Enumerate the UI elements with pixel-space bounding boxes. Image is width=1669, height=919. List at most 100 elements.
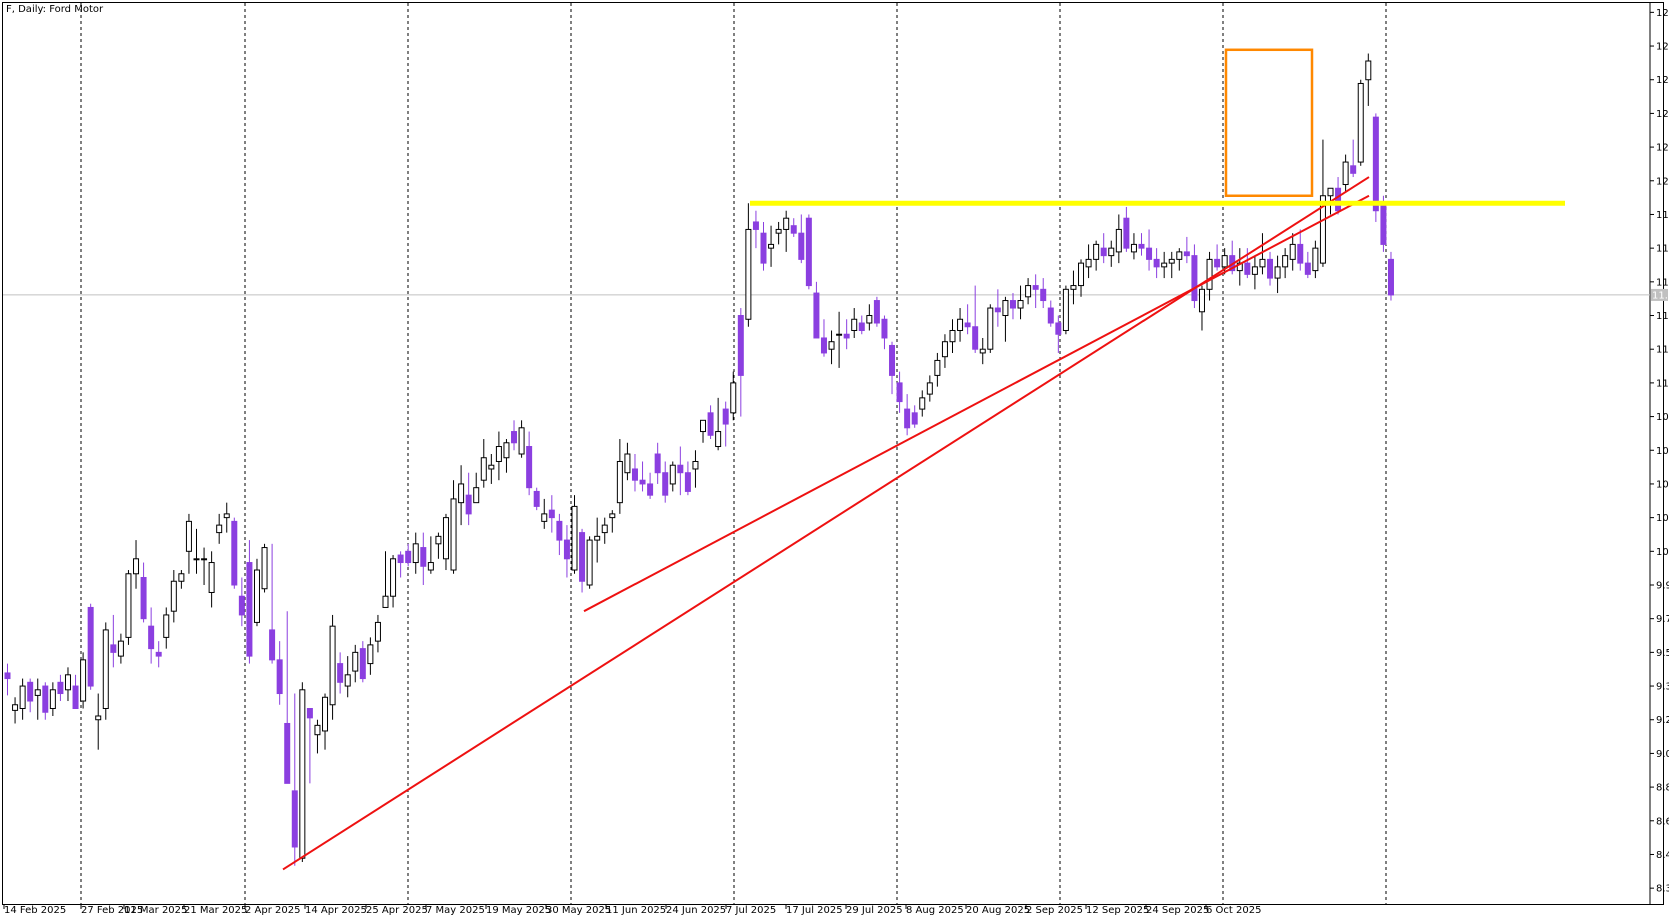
candle <box>722 401 729 447</box>
y-tick-label: 12.80 <box>1656 42 1669 53</box>
candle-body <box>374 621 381 642</box>
candle-body <box>1183 251 1190 257</box>
candle-body <box>873 300 880 324</box>
candle-body <box>148 625 155 650</box>
candle <box>1047 300 1054 327</box>
candle <box>19 678 26 720</box>
candle <box>117 633 124 664</box>
candle <box>941 334 948 368</box>
candle <box>1070 270 1077 305</box>
candle-body <box>420 547 427 567</box>
candle-body <box>957 318 964 331</box>
y-tick-label: 12.44 <box>1656 109 1669 120</box>
candle <box>140 562 147 623</box>
candle <box>397 551 404 578</box>
y-tick-label: 9.38 <box>1656 682 1669 693</box>
candles <box>4 53 1394 866</box>
candle-body <box>27 681 34 702</box>
candle <box>382 551 389 608</box>
candle-body <box>1357 82 1364 163</box>
candle <box>276 641 283 705</box>
candle <box>715 397 722 451</box>
candle <box>1267 251 1274 286</box>
candle-body <box>125 573 132 638</box>
candle-body <box>624 453 631 474</box>
candle <box>231 517 238 589</box>
x-tick-label: 11 Mar 2025 <box>124 905 187 915</box>
candle <box>125 570 132 645</box>
candle-body <box>382 595 389 608</box>
x-tick-label: 30 May 2025 <box>546 905 611 915</box>
candle <box>427 536 434 574</box>
candle <box>1062 285 1069 335</box>
candle-body <box>442 517 449 560</box>
candle <box>760 221 767 271</box>
candle <box>972 285 979 353</box>
candle-body <box>276 659 283 695</box>
y-tick-label: 10.10 <box>1656 547 1669 558</box>
candle <box>1002 296 1009 342</box>
candle-body <box>42 685 49 713</box>
candle <box>896 371 903 413</box>
candle-body <box>631 468 638 481</box>
candle <box>631 454 638 492</box>
candle <box>813 281 820 339</box>
candle-body <box>223 513 230 519</box>
candle <box>1191 244 1198 309</box>
candle-body <box>133 558 140 575</box>
candle-body <box>231 520 238 586</box>
candle-body <box>57 681 64 695</box>
candle <box>594 517 601 563</box>
candle-body <box>1206 258 1213 290</box>
candle <box>299 682 306 862</box>
candle-body <box>889 344 896 376</box>
candle <box>390 555 397 608</box>
y-tick-label: 10.28 <box>1656 513 1669 524</box>
candle <box>1198 285 1205 331</box>
candle-body <box>836 333 843 336</box>
candle-body <box>503 442 510 459</box>
candle <box>42 682 49 720</box>
x-tick-label: 29 Jul 2025 <box>846 905 903 915</box>
candle <box>1289 233 1296 271</box>
candle-body <box>579 532 586 582</box>
candle-body <box>405 550 412 564</box>
candle-body <box>352 651 359 672</box>
y-tick-label: 9.92 <box>1656 580 1669 591</box>
grid <box>3 3 1651 905</box>
candle <box>27 678 34 713</box>
candle-body <box>760 232 767 264</box>
candle <box>170 570 177 623</box>
candle-body <box>246 562 253 657</box>
candle <box>178 570 185 589</box>
candle <box>163 607 170 649</box>
candle <box>586 536 593 589</box>
candle <box>639 461 646 492</box>
candle <box>730 371 737 421</box>
candle <box>601 517 608 544</box>
candle-body <box>1274 266 1281 279</box>
candle <box>783 210 790 252</box>
candle-body <box>170 580 177 612</box>
candle-body <box>427 562 434 571</box>
candle <box>238 577 245 627</box>
candle <box>261 543 268 593</box>
candle <box>1100 233 1107 264</box>
candle-body <box>556 520 563 541</box>
x-tick-label: 21 Mar 2025 <box>184 905 247 915</box>
candle <box>291 693 298 866</box>
candle <box>148 607 155 664</box>
candle <box>503 439 510 473</box>
candle <box>253 558 260 627</box>
candle-body <box>1070 285 1077 290</box>
candle <box>571 495 578 574</box>
candle <box>1161 251 1168 279</box>
candle <box>820 319 827 357</box>
candle <box>843 319 850 350</box>
candle <box>828 330 835 365</box>
candle-body <box>155 651 162 657</box>
candle <box>155 641 162 668</box>
candle <box>1176 248 1183 271</box>
candle-body <box>1009 300 1016 309</box>
